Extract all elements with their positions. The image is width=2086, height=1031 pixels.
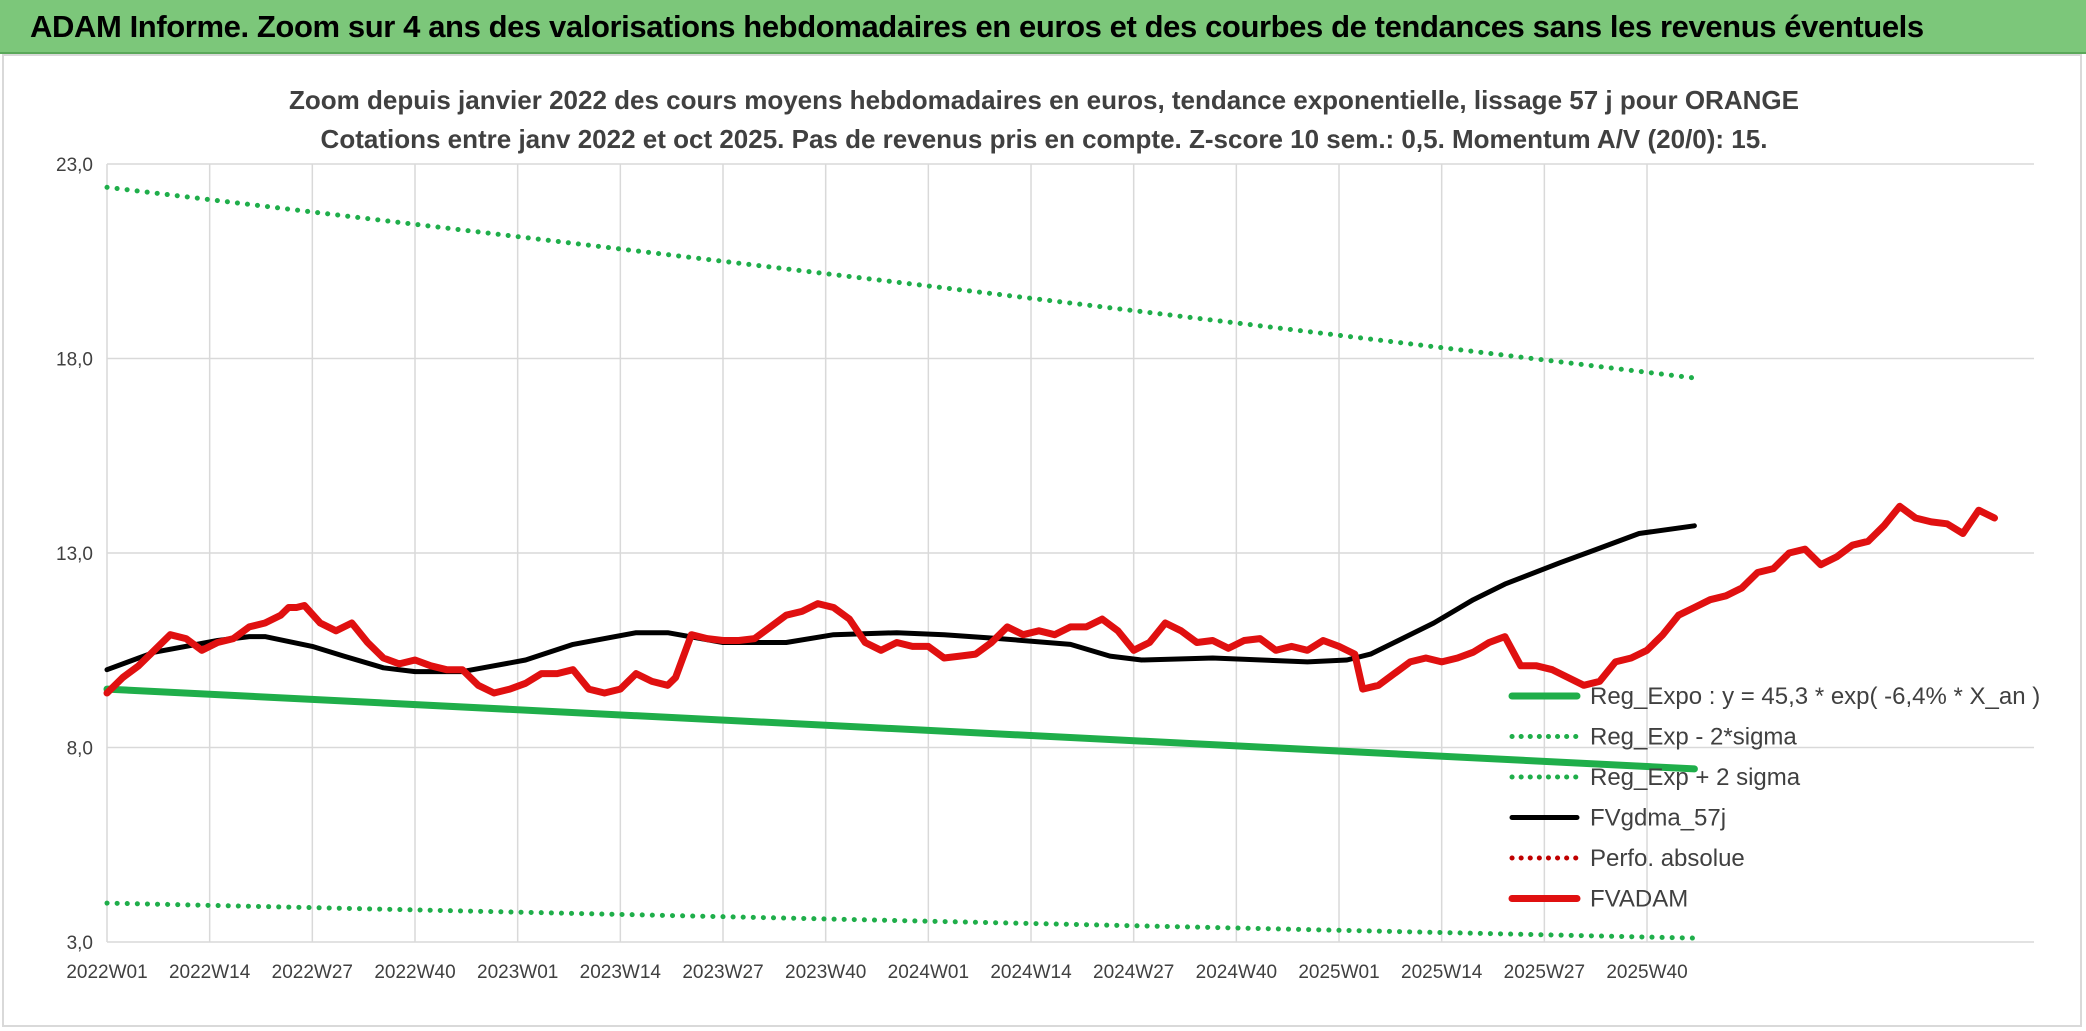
y-tick-label: 3,0 (67, 933, 93, 954)
x-tick-label: 2022W01 (66, 962, 147, 983)
chart-frame: Zoom depuis janvier 2022 des cours moyen… (2, 54, 2082, 1027)
y-axis: 3,0 8,0 13,0 18,0 23,0 (56, 155, 93, 954)
x-tick-label: 2023W40 (785, 962, 866, 983)
chart: Zoom depuis janvier 2022 des cours moyen… (56, 85, 2040, 983)
grid (106, 163, 2034, 943)
series-line-5 (103, 502, 1998, 697)
legend-label: FVgdma_57j (1590, 805, 1726, 832)
y-tick-label: 23,0 (56, 155, 93, 176)
series-line-2 (104, 184, 1697, 381)
x-tick-label: 2024W27 (1093, 962, 1174, 983)
y-tick-label: 8,0 (67, 739, 93, 760)
legend: Reg_Expo : y = 45,3 * exp( -6,4% * X_an … (1508, 683, 2040, 913)
x-tick-label: 2025W27 (1504, 962, 1585, 983)
y-tick-label: 13,0 (56, 544, 93, 565)
chart-subtitle: Cotations entre janv 2022 et oct 2025. P… (321, 124, 1768, 154)
banner-title: ADAM Informe. Zoom sur 4 ans des valoris… (30, 9, 1924, 44)
x-tick-label: 2022W14 (169, 962, 251, 983)
x-tick-label: 2022W40 (374, 962, 455, 983)
x-tick-label: 2025W01 (1298, 962, 1379, 983)
x-tick-label: 2023W01 (477, 962, 558, 983)
series-line-1 (104, 900, 1697, 941)
x-tick-label: 2024W40 (1196, 962, 1277, 983)
y-tick-label: 18,0 (56, 350, 93, 371)
legend-label: Reg_Expo : y = 45,3 * exp( -6,4% * X_an … (1590, 683, 2040, 710)
x-tick-label: 2023W14 (580, 962, 662, 983)
x-tick-label: 2024W01 (888, 962, 969, 983)
legend-label: FVADAM (1590, 886, 1688, 913)
series-line-3 (104, 523, 1697, 675)
x-tick-label: 2023W27 (682, 962, 763, 983)
legend-label: Reg_Exp - 2*sigma (1590, 724, 1797, 751)
legend-label: Perfo. absolue (1590, 845, 1745, 872)
x-tick-label: 2022W27 (272, 962, 353, 983)
banner: ADAM Informe. Zoom sur 4 ans des valoris… (0, 0, 2086, 54)
legend-label: Reg_Exp + 2 sigma (1590, 764, 1801, 791)
x-tick-label: 2024W14 (990, 962, 1072, 983)
chart-title: Zoom depuis janvier 2022 des cours moyen… (289, 85, 1799, 115)
x-tick-label: 2025W40 (1606, 962, 1687, 983)
x-axis: 2022W01 2022W14 2022W27 2022W40 2023W01 2023W… (66, 962, 1687, 983)
x-tick-label: 2025W14 (1401, 962, 1483, 983)
series-line-0 (103, 685, 1698, 773)
series (103, 184, 1998, 941)
